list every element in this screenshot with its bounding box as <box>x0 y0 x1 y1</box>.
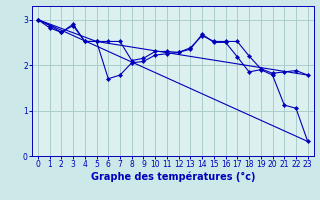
X-axis label: Graphe des températures (°c): Graphe des températures (°c) <box>91 172 255 182</box>
